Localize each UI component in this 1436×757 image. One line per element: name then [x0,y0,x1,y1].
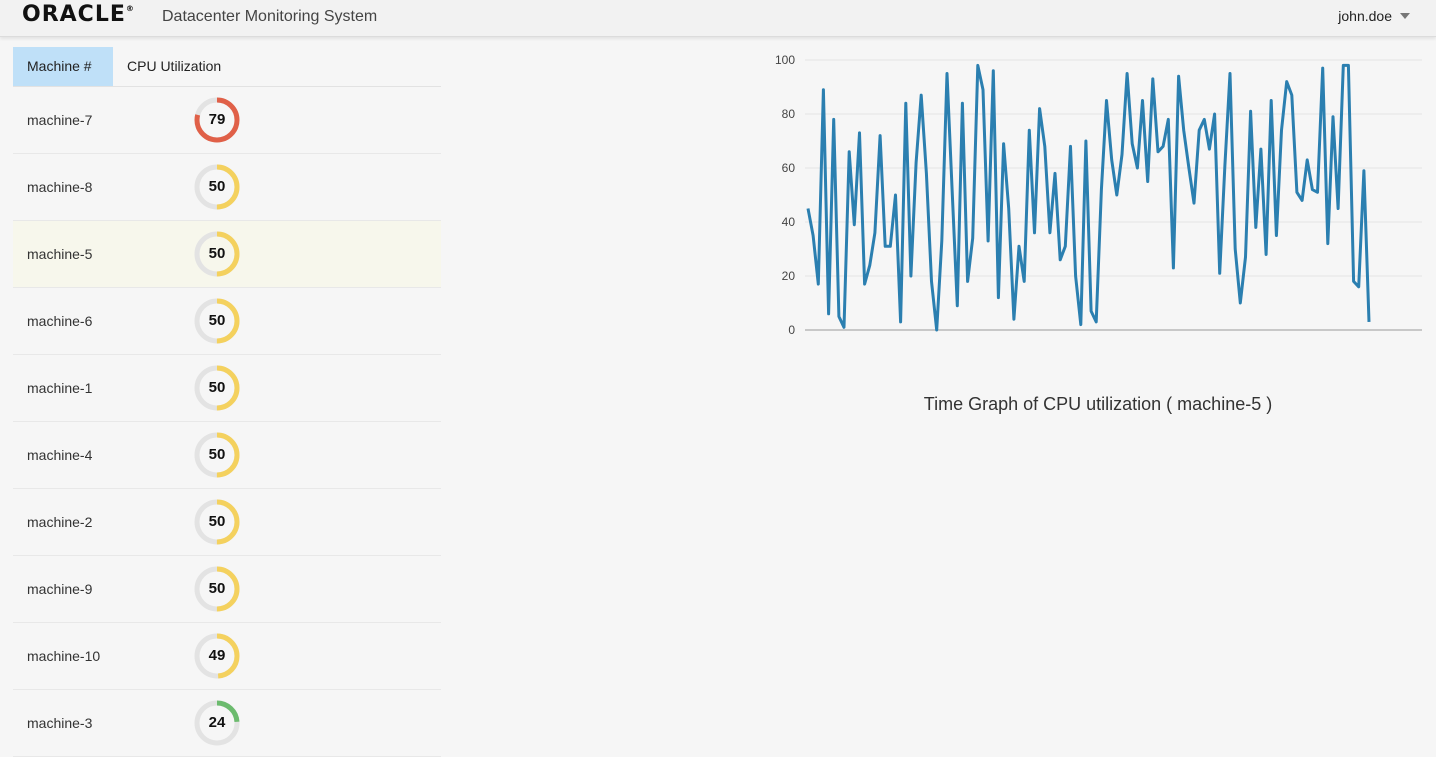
machine-table: Machine # CPU Utilization machine-7 79 mac… [13,47,441,757]
cpu-value: 24 [208,714,226,731]
cpu-value: 50 [208,580,226,597]
table-row[interactable]: machine-10 49 [13,623,441,690]
gauge-fill [194,700,240,746]
cpu-line-chart: 0 20 40 60 80 100 [760,45,1430,345]
gauge-fill [194,566,240,612]
cpu-gauge: 50 [193,498,241,546]
gauge-fill [194,97,240,143]
machine-name: machine-6 [27,313,93,329]
gauge-ring [194,499,240,545]
cpu-value: 50 [208,312,226,329]
y-tick-label: 20 [782,269,796,283]
cpu-gauge: 24 [193,699,241,747]
gauge-fill [194,499,240,545]
y-tick-label: 40 [782,215,796,229]
gauge-fill [194,633,240,679]
cpu-series-line [806,63,1371,332]
cpu-value: 49 [208,647,226,664]
user-name: john.doe [1338,8,1392,24]
cpu-gauge: 50 [193,431,241,479]
gauge-ring [194,432,240,478]
gauge-fill [194,164,240,210]
cpu-value: 50 [208,446,226,463]
gauge-ring [194,566,240,612]
logo-text: ORACLE [22,2,126,27]
y-tick-label: 60 [782,161,796,175]
cpu-value: 50 [208,178,226,195]
machine-name: machine-5 [27,246,93,262]
table-row[interactable]: machine-3 24 [13,690,441,757]
gauge-fill [194,365,240,411]
top-bar: ORACLE® Datacenter Monitoring System joh… [0,0,1436,37]
chart-title: Time Graph of CPU utilization ( machine-… [923,394,1273,414]
chevron-down-icon [1400,13,1410,19]
y-tick-label: 0 [788,323,795,337]
oracle-logo: ORACLE® [22,2,135,27]
table-row[interactable]: machine-1 50 [13,355,441,422]
machine-name: machine-2 [27,514,93,530]
cpu-gauge: 79 [193,96,241,144]
table-row[interactable]: machine-9 50 [13,556,441,623]
gauge-ring [194,231,240,277]
cpu-value: 50 [208,379,226,396]
registered-mark: ® [125,3,135,13]
app-title: Datacenter Monitoring System [162,8,378,25]
gauge-fill [194,298,240,344]
cpu-gauge: 50 [193,565,241,613]
machine-name: machine-10 [27,648,101,664]
cpu-gauge: 49 [193,632,241,680]
machine-name: machine-3 [27,715,93,731]
table-row[interactable]: machine-5 50 [13,221,441,288]
cpu-value: 50 [208,245,226,262]
cpu-gauge: 50 [193,230,241,278]
user-menu[interactable]: john.doe [1338,8,1410,24]
cpu-gauge: 50 [193,364,241,412]
machine-name: machine-9 [27,581,93,597]
cpu-value: 79 [208,111,226,128]
gauge-fill [194,231,240,277]
table-row[interactable]: machine-4 50 [13,422,441,489]
machine-name: machine-8 [27,179,93,195]
table-row[interactable]: machine-8 50 [13,154,441,221]
table-row[interactable]: machine-2 50 [13,489,441,556]
table-row[interactable]: machine-6 50 [13,288,441,355]
cpu-gauge: 50 [193,297,241,345]
chart-svg: 0 20 40 60 80 100 [775,53,1422,337]
cpu-value: 50 [208,513,226,530]
gauge-ring [194,97,240,143]
y-tick-label: 100 [775,53,795,67]
table-header: Machine # CPU Utilization [13,47,441,87]
column-header-cpu[interactable]: CPU Utilization [127,58,222,74]
machine-name: machine-4 [27,447,93,463]
gauge-ring [194,633,240,679]
table-body: machine-7 79 machine-8 50 machine-5 50 machine… [13,87,441,757]
gauge-ring [194,365,240,411]
gauge-ring [194,298,240,344]
cpu-gauge: 50 [193,163,241,211]
machine-name: machine-7 [27,112,93,128]
machine-name: machine-1 [27,380,93,396]
y-tick-label: 80 [782,107,796,121]
table-row[interactable]: machine-7 79 [13,87,441,154]
gauge-ring [194,164,240,210]
column-header-machine[interactable]: Machine # [13,47,113,86]
gauge-fill [194,432,240,478]
